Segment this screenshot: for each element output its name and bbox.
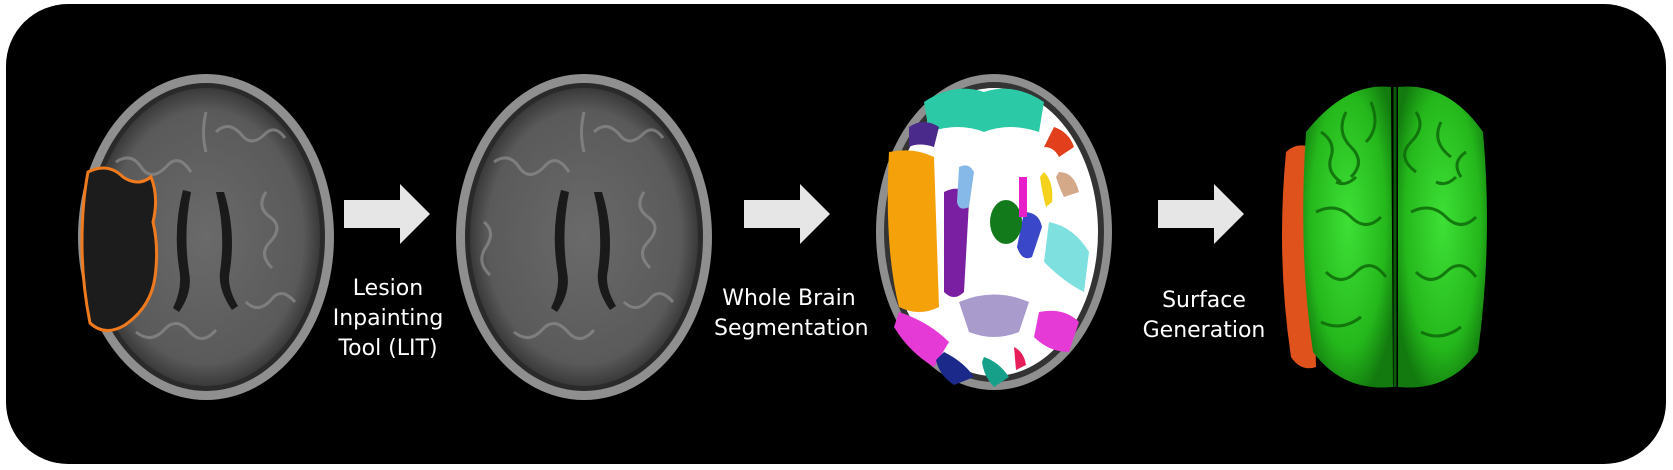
- caption-line: Segmentation: [714, 316, 869, 341]
- caption-line: Generation: [1142, 318, 1266, 343]
- brain-tissue: [92, 88, 320, 386]
- caption-surface-generation: Surface Generation: [1134, 286, 1274, 346]
- caption-whole-brain-segmentation: Whole Brain Segmentation: [714, 284, 869, 344]
- mri-inpainted-image: [454, 72, 714, 402]
- pipeline-panel: Lesion Inpainting Tool (LIT): [6, 4, 1666, 464]
- segmentation-image: [874, 72, 1114, 392]
- cortical-surface-image: [1276, 72, 1516, 392]
- caption-line: Inpainting: [332, 306, 444, 331]
- segment-orange: [887, 150, 939, 312]
- caption-line: Whole Brain: [722, 286, 856, 311]
- right-hemisphere: [1398, 86, 1487, 388]
- arrow-right-icon: [1158, 184, 1244, 244]
- caption-line: Lesion: [352, 276, 424, 301]
- mri-with-lesion-image: [76, 72, 336, 402]
- left-hemisphere: [1303, 86, 1393, 388]
- lesion-outline: [80, 166, 159, 332]
- lesion-region: [82, 168, 157, 331]
- caption-lesion-inpainting: Lesion Inpainting Tool (LIT): [326, 274, 450, 364]
- caption-line: Tool (LIT): [338, 336, 438, 361]
- segment-green: [990, 200, 1022, 244]
- caption-line: Surface: [1162, 288, 1246, 313]
- arrow-right-icon: [344, 184, 430, 244]
- arrow-right-icon: [744, 184, 830, 244]
- ventricle: [173, 190, 191, 312]
